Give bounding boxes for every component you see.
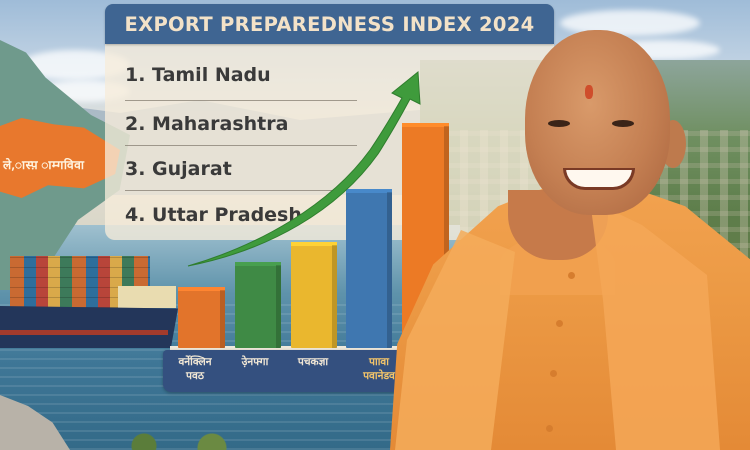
ship-hull-stripe [0,330,168,335]
bar-label-1: वर्नेक्लिन पवठ [167,355,223,383]
divider [125,190,357,191]
shrubs [110,430,280,450]
chart-baseline [170,346,425,351]
ranking-item-label: 1. Tamil Nadu [125,63,271,86]
chart-bar-2 [235,265,281,348]
chart-bar-1 [178,290,225,348]
bar-label-text: उ़ेनफ्गा [241,356,269,368]
person-portrait [380,0,750,450]
smile [563,168,635,190]
kurta-button [546,425,553,432]
tilak-mark [585,85,593,99]
ranking-item-1: 1. Tamil Nadu [125,52,357,97]
ranking-item-label: 2. Maharashtra [125,112,289,135]
title-banner: EXPORT PREPAREDNESS INDEX 2024 [105,4,554,44]
map-state-label: ले,ास्प़ ाम्गविवा [3,158,85,172]
kurta-button [568,272,575,279]
kurta-button [556,320,563,327]
bar-label-text: वर्नेक्लिन पवठ [178,356,212,382]
ranking-item-label: 3. Gujarat [125,157,232,180]
bar-label-text: पाावा पवानेडव [363,356,395,382]
ranking-item-3: 3. Gujarat [125,146,357,191]
ship-bridge [118,286,176,308]
chart-bar-3 [291,245,337,348]
right-eye [612,120,634,127]
bar-label-text: पचकज्ञा [297,356,329,368]
ranking-item-4: 4. Uttar Pradesh [125,192,357,237]
kurta-button [550,370,557,377]
ranking-item-label: 4. Uttar Pradesh [125,203,302,226]
bar-label-4: पाावा पवानेडव [351,355,407,383]
cargo-ship [0,248,180,348]
page-title: EXPORT PREPAREDNESS INDEX 2024 [124,12,535,36]
ship-hull [0,306,178,348]
bar-labels-panel: वर्नेक्लिन पवठ उ़ेनफ्गा पचकज्ञा पाावा पवान… [163,350,420,392]
bar-label-2: उ़ेनफ्गा [227,355,283,369]
bar-label-3: पचकज्ञा [285,355,341,369]
left-eye [548,120,570,127]
ranking-item-2: 2. Maharashtra [125,101,357,146]
